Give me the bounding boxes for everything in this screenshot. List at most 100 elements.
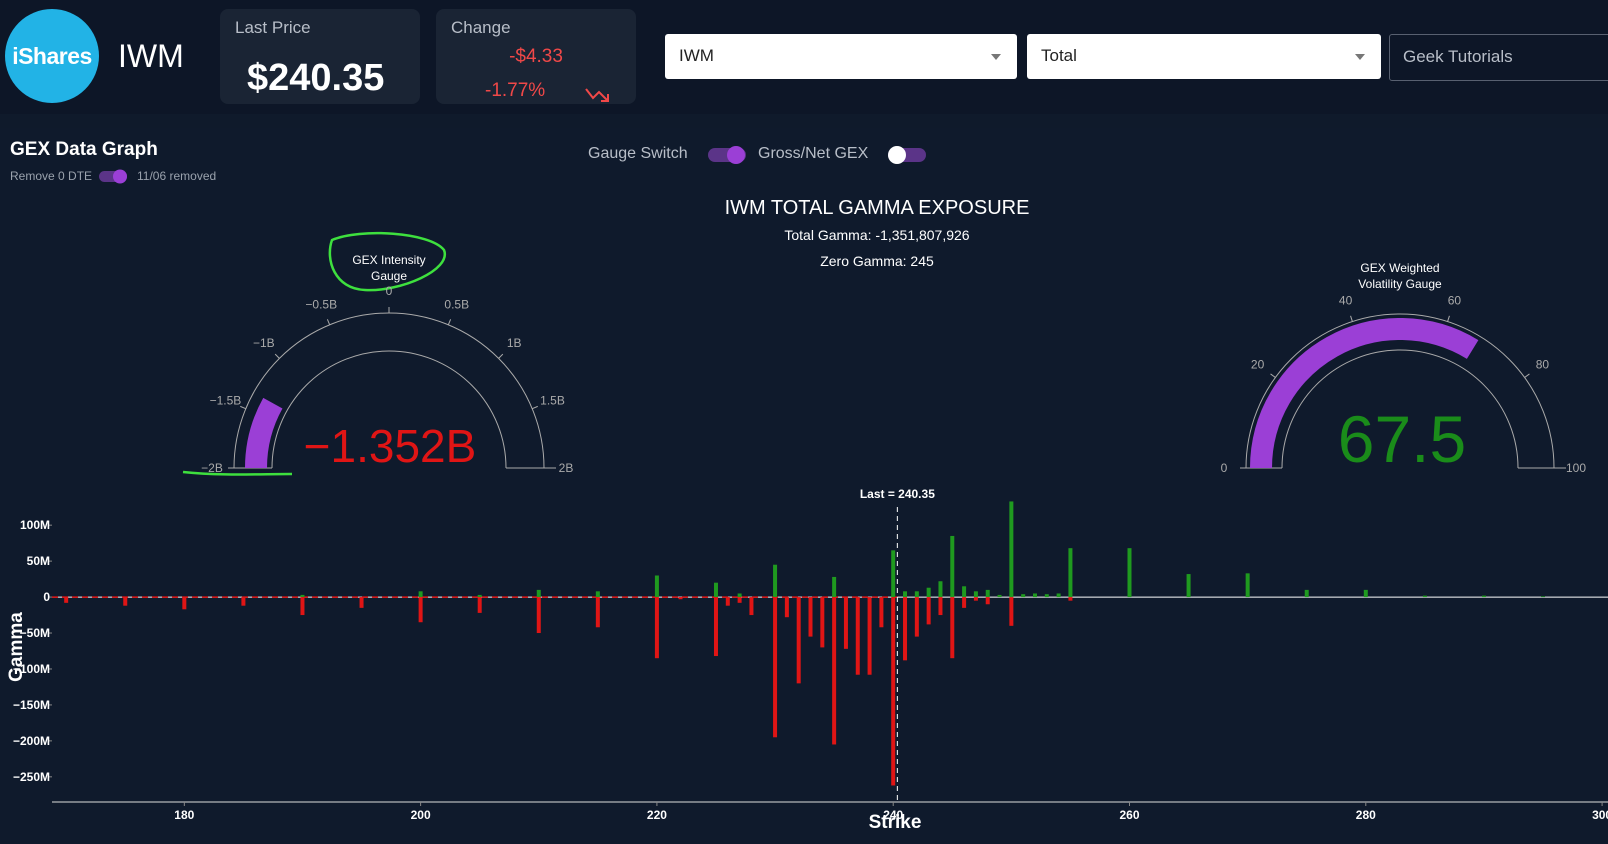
bar <box>903 591 908 598</box>
gauge-bar <box>245 397 283 469</box>
gauge-tick-label: 100 <box>1566 461 1586 475</box>
bar <box>1186 574 1191 598</box>
bar <box>784 597 789 618</box>
bar <box>914 591 919 598</box>
bar <box>950 597 955 659</box>
gauge-tick-label: 1B <box>507 336 522 350</box>
gauge-inner <box>271 350 507 469</box>
bar <box>300 594 305 598</box>
bar <box>477 594 482 598</box>
bar <box>749 597 754 616</box>
bar <box>773 597 778 738</box>
card-label: Last Price <box>235 18 311 37</box>
hand-annotation <box>328 231 446 292</box>
gauge-tick-label: −0.5B <box>305 297 337 311</box>
ticker-select[interactable]: IWM <box>665 34 1017 79</box>
bar <box>1009 597 1014 626</box>
bar <box>595 591 600 598</box>
gauge-title: GEX Weighted <box>1360 261 1439 275</box>
gauge-tick-label: −2B <box>201 461 223 475</box>
down-arrow <box>585 88 609 102</box>
chart-title: IWM TOTAL GAMMA EXPOSURE <box>725 197 1030 219</box>
toggle-knob <box>113 169 127 184</box>
bar <box>418 591 423 598</box>
gauge-outline <box>233 312 545 469</box>
gauge-value: 67.5 <box>1338 402 1466 476</box>
gauge-tick-label: 0 <box>386 284 393 298</box>
ticker: IWM <box>118 38 184 74</box>
gauge-tick-label: 60 <box>1448 294 1462 308</box>
bar <box>808 597 813 637</box>
toggle-knob <box>888 146 906 164</box>
bar <box>914 597 919 637</box>
price-card: Last Price $240.35 <box>220 9 420 104</box>
card-label: Change <box>451 18 511 37</box>
gauge-tick <box>1524 373 1530 378</box>
bar <box>997 594 1002 598</box>
gauge-tick <box>274 353 280 359</box>
toggle <box>99 171 127 182</box>
bar <box>1422 595 1427 598</box>
bar <box>1068 548 1073 598</box>
x-tick-label: 240 <box>883 808 903 822</box>
bar <box>1068 597 1073 601</box>
bar <box>1032 593 1037 598</box>
bar <box>654 575 659 598</box>
header: iShares IWM Last Price $240.35 Change -$… <box>0 0 1608 114</box>
y-tick-label: −100M <box>13 662 50 676</box>
gauge-tick <box>498 353 504 359</box>
bar <box>1304 589 1309 598</box>
toggle[interactable] <box>888 148 926 162</box>
bar <box>843 597 848 649</box>
bar <box>713 582 718 598</box>
gauge-tick <box>447 319 452 325</box>
bar <box>973 597 978 601</box>
select-text: IWM <box>679 46 714 65</box>
bar <box>855 597 860 675</box>
type-select[interactable]: Total <box>1027 34 1381 79</box>
caret <box>1355 54 1365 60</box>
bar <box>737 597 742 603</box>
y-tick-label: −150M <box>13 698 50 712</box>
x-tick-label: 260 <box>1119 808 1139 822</box>
gauge-tick <box>1350 315 1353 322</box>
bar <box>536 589 541 598</box>
bar <box>926 587 931 598</box>
gauge-bar <box>1250 318 1479 469</box>
bar <box>832 597 837 745</box>
gauge-title: Volatility Gauge <box>1358 277 1442 291</box>
bar <box>973 591 978 598</box>
panel-bg <box>0 128 1608 844</box>
bar <box>1245 573 1250 598</box>
bar <box>985 597 990 605</box>
tutorials-select[interactable]: Geek Tutorials <box>1389 34 1608 81</box>
toggle[interactable] <box>708 148 746 162</box>
gauge-outline <box>1245 313 1555 469</box>
y-tick-label: 100M <box>20 518 50 532</box>
gauge-inner <box>1281 349 1519 469</box>
bar <box>418 597 423 623</box>
bar <box>359 597 364 608</box>
bar <box>536 597 541 634</box>
gauge-tick-label: 80 <box>1536 358 1550 372</box>
y-tick-label: −50M <box>20 626 50 640</box>
bar <box>891 550 896 598</box>
gauge-tick <box>240 405 246 410</box>
bar <box>879 597 884 628</box>
y-tick-label: 0 <box>43 590 50 604</box>
gauge-tick <box>532 405 538 410</box>
gauge-value: −1.352B <box>304 420 477 472</box>
gauge-tick-label: 2B <box>559 461 574 475</box>
select-text: Geek Tutorials <box>1403 47 1513 66</box>
y-tick-label: −250M <box>13 770 50 784</box>
bar <box>926 597 931 625</box>
logo: iShares <box>5 9 99 103</box>
bar <box>713 597 718 657</box>
bar <box>891 597 896 786</box>
bar <box>182 597 187 610</box>
bar <box>1044 594 1049 598</box>
bar <box>938 581 943 598</box>
bar <box>950 535 955 598</box>
x-tick-label: 300 <box>1592 808 1608 822</box>
